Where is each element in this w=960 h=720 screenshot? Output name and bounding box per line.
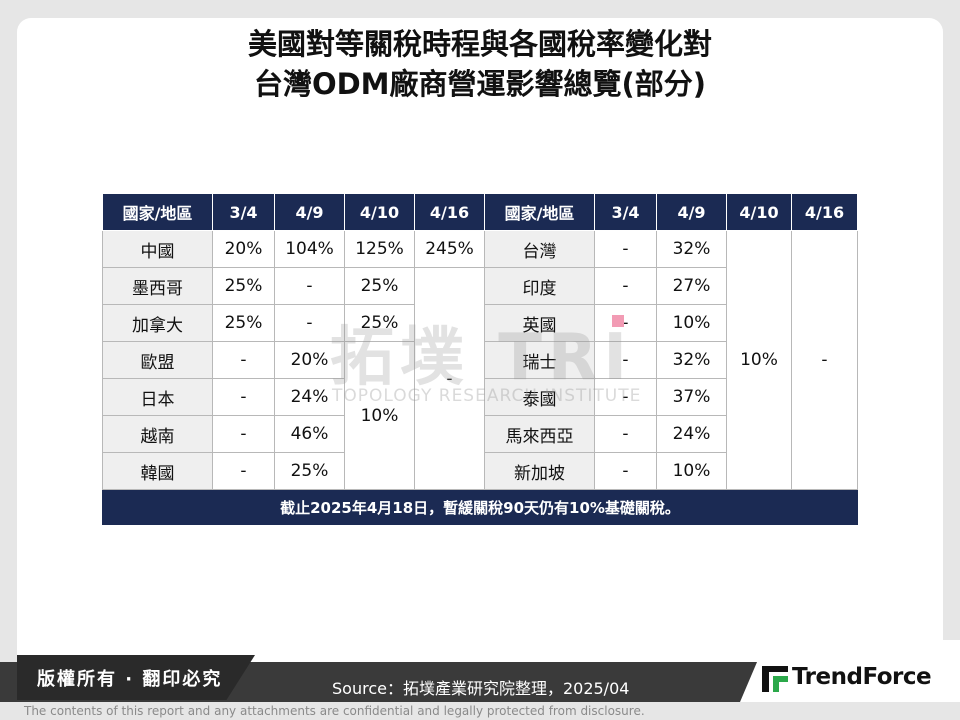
rate-cell: 10%	[656, 304, 727, 342]
rate-cell: -	[594, 230, 657, 268]
source-note: Source：拓墣產業研究院整理，2025/04	[332, 679, 630, 698]
rate-cell: 20%	[274, 341, 345, 379]
country-cell: 印度	[484, 267, 595, 305]
col-header: 4/9	[274, 193, 345, 231]
merged-rate-cell: -	[414, 267, 485, 490]
table-note: 截止2025年4月18日，暫緩關稅90天仍有10%基礎關稅。	[102, 489, 858, 525]
rate-cell: -	[594, 378, 657, 416]
tariff-table: 國家/地區 3/4 4/9 4/10 4/16 國家/地區 3/4 4/9 4/…	[102, 193, 858, 525]
table-row: 韓國 - 25% 新加坡 - 10%	[102, 452, 858, 490]
rate-cell: 245%	[414, 230, 485, 268]
rate-cell: 25%	[212, 267, 275, 305]
table-row: 加拿大 25% - 25% 英國 - 10%	[102, 304, 858, 342]
rate-cell: 25%	[212, 304, 275, 342]
rate-cell: 25%	[344, 267, 415, 305]
rate-cell: 25%	[274, 452, 345, 490]
page-title: 美國對等關稅時程與各國稅率變化對 台灣ODM廠商營運影響總覽(部分)	[0, 24, 960, 104]
country-cell: 泰國	[484, 378, 595, 416]
col-header: 4/10	[726, 193, 792, 231]
country-cell: 台灣	[484, 230, 595, 268]
country-cell: 越南	[102, 415, 213, 453]
country-cell: 日本	[102, 378, 213, 416]
country-cell: 瑞士	[484, 341, 595, 379]
country-cell: 新加坡	[484, 452, 595, 490]
rate-cell: -	[212, 452, 275, 490]
rate-cell: 46%	[274, 415, 345, 453]
rate-cell: 125%	[344, 230, 415, 268]
rate-cell: -	[212, 341, 275, 379]
rate-cell: 24%	[274, 378, 345, 416]
table-row: 中國 20% 104% 125% 245% 台灣 - 32% 10% -	[102, 230, 858, 490]
col-header: 4/16	[414, 193, 485, 231]
copyright-box	[17, 655, 255, 700]
country-cell: 加拿大	[102, 304, 213, 342]
merged-rate-cell: 10%	[344, 341, 415, 490]
col-header: 國家/地區	[102, 193, 213, 231]
merged-rate-cell: 10%	[726, 230, 792, 490]
country-cell: 韓國	[102, 452, 213, 490]
brand-name: TrendForce	[792, 664, 932, 690]
table-note-row: 截止2025年4月18日，暫緩關稅90天仍有10%基礎關稅。	[102, 489, 858, 525]
copyright-notice: 版權所有 · 翻印必究	[37, 669, 223, 690]
col-header: 4/10	[344, 193, 415, 231]
rate-cell: 27%	[656, 267, 727, 305]
rate-cell: -	[212, 415, 275, 453]
rate-cell: -	[274, 304, 345, 342]
country-cell: 歐盟	[102, 341, 213, 379]
disclaimer: The contents of this report and any atta…	[24, 704, 645, 718]
country-cell: 中國	[102, 230, 213, 268]
rate-cell: 32%	[656, 230, 727, 268]
rate-cell: 10%	[656, 452, 727, 490]
title-line-1: 美國對等關稅時程與各國稅率變化對	[247, 27, 712, 61]
country-cell: 英國	[484, 304, 595, 342]
col-header: 3/4	[212, 193, 275, 231]
rate-cell: 32%	[656, 341, 727, 379]
pink-marker-icon	[612, 315, 624, 327]
rate-cell: 24%	[656, 415, 727, 453]
rate-cell: 37%	[656, 378, 727, 416]
rate-cell: -	[594, 267, 657, 305]
rate-cell: -	[212, 378, 275, 416]
col-header: 國家/地區	[484, 193, 595, 231]
col-header: 4/9	[656, 193, 727, 231]
rate-cell: -	[594, 452, 657, 490]
rate-cell: -	[594, 304, 657, 342]
table-header-row: 國家/地區 3/4 4/9 4/10 4/16 國家/地區 3/4 4/9 4/…	[102, 193, 858, 231]
rate-cell: -	[594, 341, 657, 379]
title-line-2: 台灣ODM廠商營運影響總覽(部分)	[253, 67, 707, 101]
rate-cell: -	[274, 267, 345, 305]
rate-cell: 25%	[344, 304, 415, 342]
merged-rate-cell: -	[791, 230, 858, 490]
country-cell: 馬來西亞	[484, 415, 595, 453]
table-row: 墨西哥 25% - 25% - 印度 - 27%	[102, 267, 858, 490]
col-header: 3/4	[594, 193, 657, 231]
rate-cell: -	[594, 415, 657, 453]
country-cell: 墨西哥	[102, 267, 213, 305]
table-row: 歐盟 - 20% 10% 瑞士 - 32%	[102, 341, 858, 490]
trendforce-logo-icon	[762, 666, 788, 692]
col-header: 4/16	[791, 193, 858, 231]
rate-cell: 104%	[274, 230, 345, 268]
rate-cell: 20%	[212, 230, 275, 268]
rate-cell-value: -	[622, 313, 629, 333]
